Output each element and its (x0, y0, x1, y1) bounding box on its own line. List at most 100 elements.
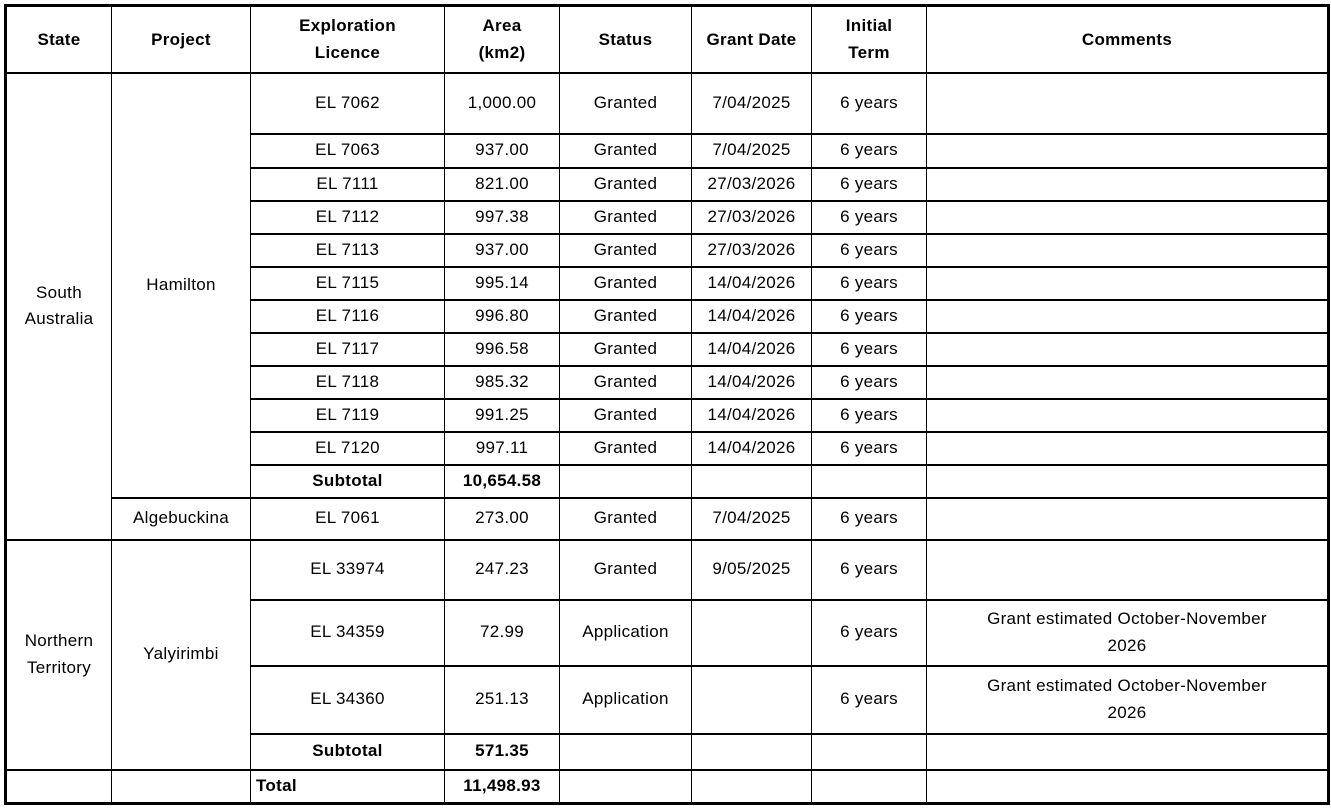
status-cell: Granted (559, 298, 692, 334)
row-subtotal-hamilton: Subtotal 10,654.58 (6, 463, 1329, 499)
status-cell: Granted (559, 265, 692, 301)
status-cell: Application (559, 664, 692, 735)
column-header-status: Status (559, 4, 692, 74)
comments-cell (926, 496, 1329, 541)
grant-date-cell: 14/04/2026 (691, 331, 812, 367)
grant-date-cell (691, 598, 812, 667)
grant-date-cell: 7/04/2025 (691, 496, 812, 541)
grant-date-cell (691, 664, 812, 735)
header-row: State Project Exploration Licence Area (… (5, 4, 1329, 74)
term-cell: 6 years (811, 331, 927, 367)
status-cell: Granted (559, 430, 692, 466)
licence-cell: EL 7062 (250, 71, 445, 135)
status-cell (559, 463, 692, 499)
status-cell: Granted (559, 132, 692, 169)
status-cell: Granted (559, 199, 692, 235)
grant-date-cell: 7/04/2025 (691, 132, 812, 169)
area-cell: 985.32 (444, 364, 560, 400)
row-total: Total 11,498.93 (5, 768, 1329, 805)
term-cell: 6 years (811, 199, 927, 235)
term-cell: 6 years (811, 265, 927, 301)
term-cell: 6 years (811, 232, 927, 268)
column-header-project: Project (111, 4, 251, 74)
licence-cell: EL 7061 (250, 496, 445, 541)
licence-cell: EL 7063 (250, 132, 445, 169)
grant-date-cell: 7/04/2025 (691, 71, 812, 135)
subtotal-label-cell: Subtotal (250, 732, 445, 771)
term-cell: 6 years (811, 397, 927, 433)
row-el-7062: South Australia Hamilton EL 7062 1,000.0… (5, 71, 1329, 541)
grant-date-cell: 14/04/2026 (691, 430, 812, 466)
area-cell: 72.99 (444, 598, 560, 667)
area-cell: 991.25 (444, 397, 560, 433)
row-el-7113: EL 7113 937.00 Granted 27/03/2026 6 year… (6, 232, 1329, 268)
grant-date-cell (691, 732, 812, 771)
grant-date-cell: 9/05/2025 (691, 538, 812, 601)
row-el-34359: EL 34359 72.99 Application 6 years Grant… (6, 598, 1329, 667)
area-cell: 995.14 (444, 265, 560, 301)
row-el-7061: Algebuckina EL 7061 273.00 Granted 7/04/… (6, 496, 1329, 541)
subtotal-area-cell: 571.35 (444, 732, 560, 771)
term-cell: 6 years (811, 496, 927, 541)
status-cell: Granted (559, 364, 692, 400)
comments-cell (926, 199, 1329, 235)
status-cell: Granted (559, 496, 692, 541)
licence-cell: EL 7117 (250, 331, 445, 367)
row-el-7111: EL 7111 821.00 Granted 27/03/2026 6 year… (6, 166, 1329, 202)
row-el-7112: EL 7112 997.38 Granted 27/03/2026 6 year… (6, 199, 1329, 235)
state-cell (5, 768, 112, 805)
term-cell: 6 years (811, 538, 927, 601)
comments-cell (926, 538, 1329, 601)
comments-cell (926, 298, 1329, 334)
term-cell: 6 years (811, 132, 927, 169)
area-cell: 996.80 (444, 298, 560, 334)
column-header-exploration-licence: Exploration Licence (250, 4, 445, 74)
comments-cell (926, 132, 1329, 169)
grant-date-cell: 14/04/2026 (691, 364, 812, 400)
project-cell (111, 768, 251, 805)
status-cell: Granted (559, 538, 692, 601)
term-cell: 6 years (811, 664, 927, 735)
row-el-7115: EL 7115 995.14 Granted 14/04/2026 6 year… (6, 265, 1329, 301)
status-cell (559, 732, 692, 771)
grant-date-cell: 27/03/2026 (691, 166, 812, 202)
licence-cell: EL 7116 (250, 298, 445, 334)
grant-date-cell: 14/04/2026 (691, 265, 812, 301)
comments-cell (926, 732, 1329, 771)
row-el-7116: EL 7116 996.80 Granted 14/04/2026 6 year… (6, 298, 1329, 334)
grant-date-cell (691, 463, 812, 499)
comments-cell (926, 265, 1329, 301)
grant-date-cell (691, 768, 812, 805)
subtotal-area-cell: 10,654.58 (444, 463, 560, 499)
project-cell-yalyirimbi: Yalyirimbi (111, 538, 251, 771)
comments-cell (926, 166, 1329, 202)
licence-cell: EL 7118 (250, 364, 445, 400)
term-cell: 6 years (811, 430, 927, 466)
licence-cell: EL 7113 (250, 232, 445, 268)
licence-cell: EL 34360 (250, 664, 445, 735)
column-header-area: Area (km2) (444, 4, 560, 74)
row-el-7117: EL 7117 996.58 Granted 14/04/2026 6 year… (6, 331, 1329, 367)
licence-cell: EL 7115 (250, 265, 445, 301)
comments-cell (926, 232, 1329, 268)
comments-cell (926, 397, 1329, 433)
area-cell: 937.00 (444, 132, 560, 169)
licence-cell: EL 34359 (250, 598, 445, 667)
row-el-33974: Northern Territory Yalyirimbi EL 33974 2… (5, 538, 1329, 771)
row-el-34360: EL 34360 251.13 Application 6 years Gran… (6, 664, 1329, 735)
row-el-7063: EL 7063 937.00 Granted 7/04/2025 6 years (6, 132, 1329, 169)
column-header-state: State (5, 4, 112, 74)
total-area-cell: 11,498.93 (444, 768, 560, 805)
column-header-comments: Comments (926, 4, 1329, 74)
term-cell (811, 463, 927, 499)
area-cell: 997.11 (444, 430, 560, 466)
term-cell (811, 732, 927, 771)
status-cell (559, 768, 692, 805)
status-cell: Granted (559, 166, 692, 202)
area-cell: 247.23 (444, 538, 560, 601)
grant-date-cell: 14/04/2026 (691, 397, 812, 433)
comments-cell: Grant estimated October-November 2026 (926, 664, 1329, 735)
status-cell: Application (559, 598, 692, 667)
licence-cell: EL 33974 (250, 538, 445, 601)
licence-cell: EL 7112 (250, 199, 445, 235)
